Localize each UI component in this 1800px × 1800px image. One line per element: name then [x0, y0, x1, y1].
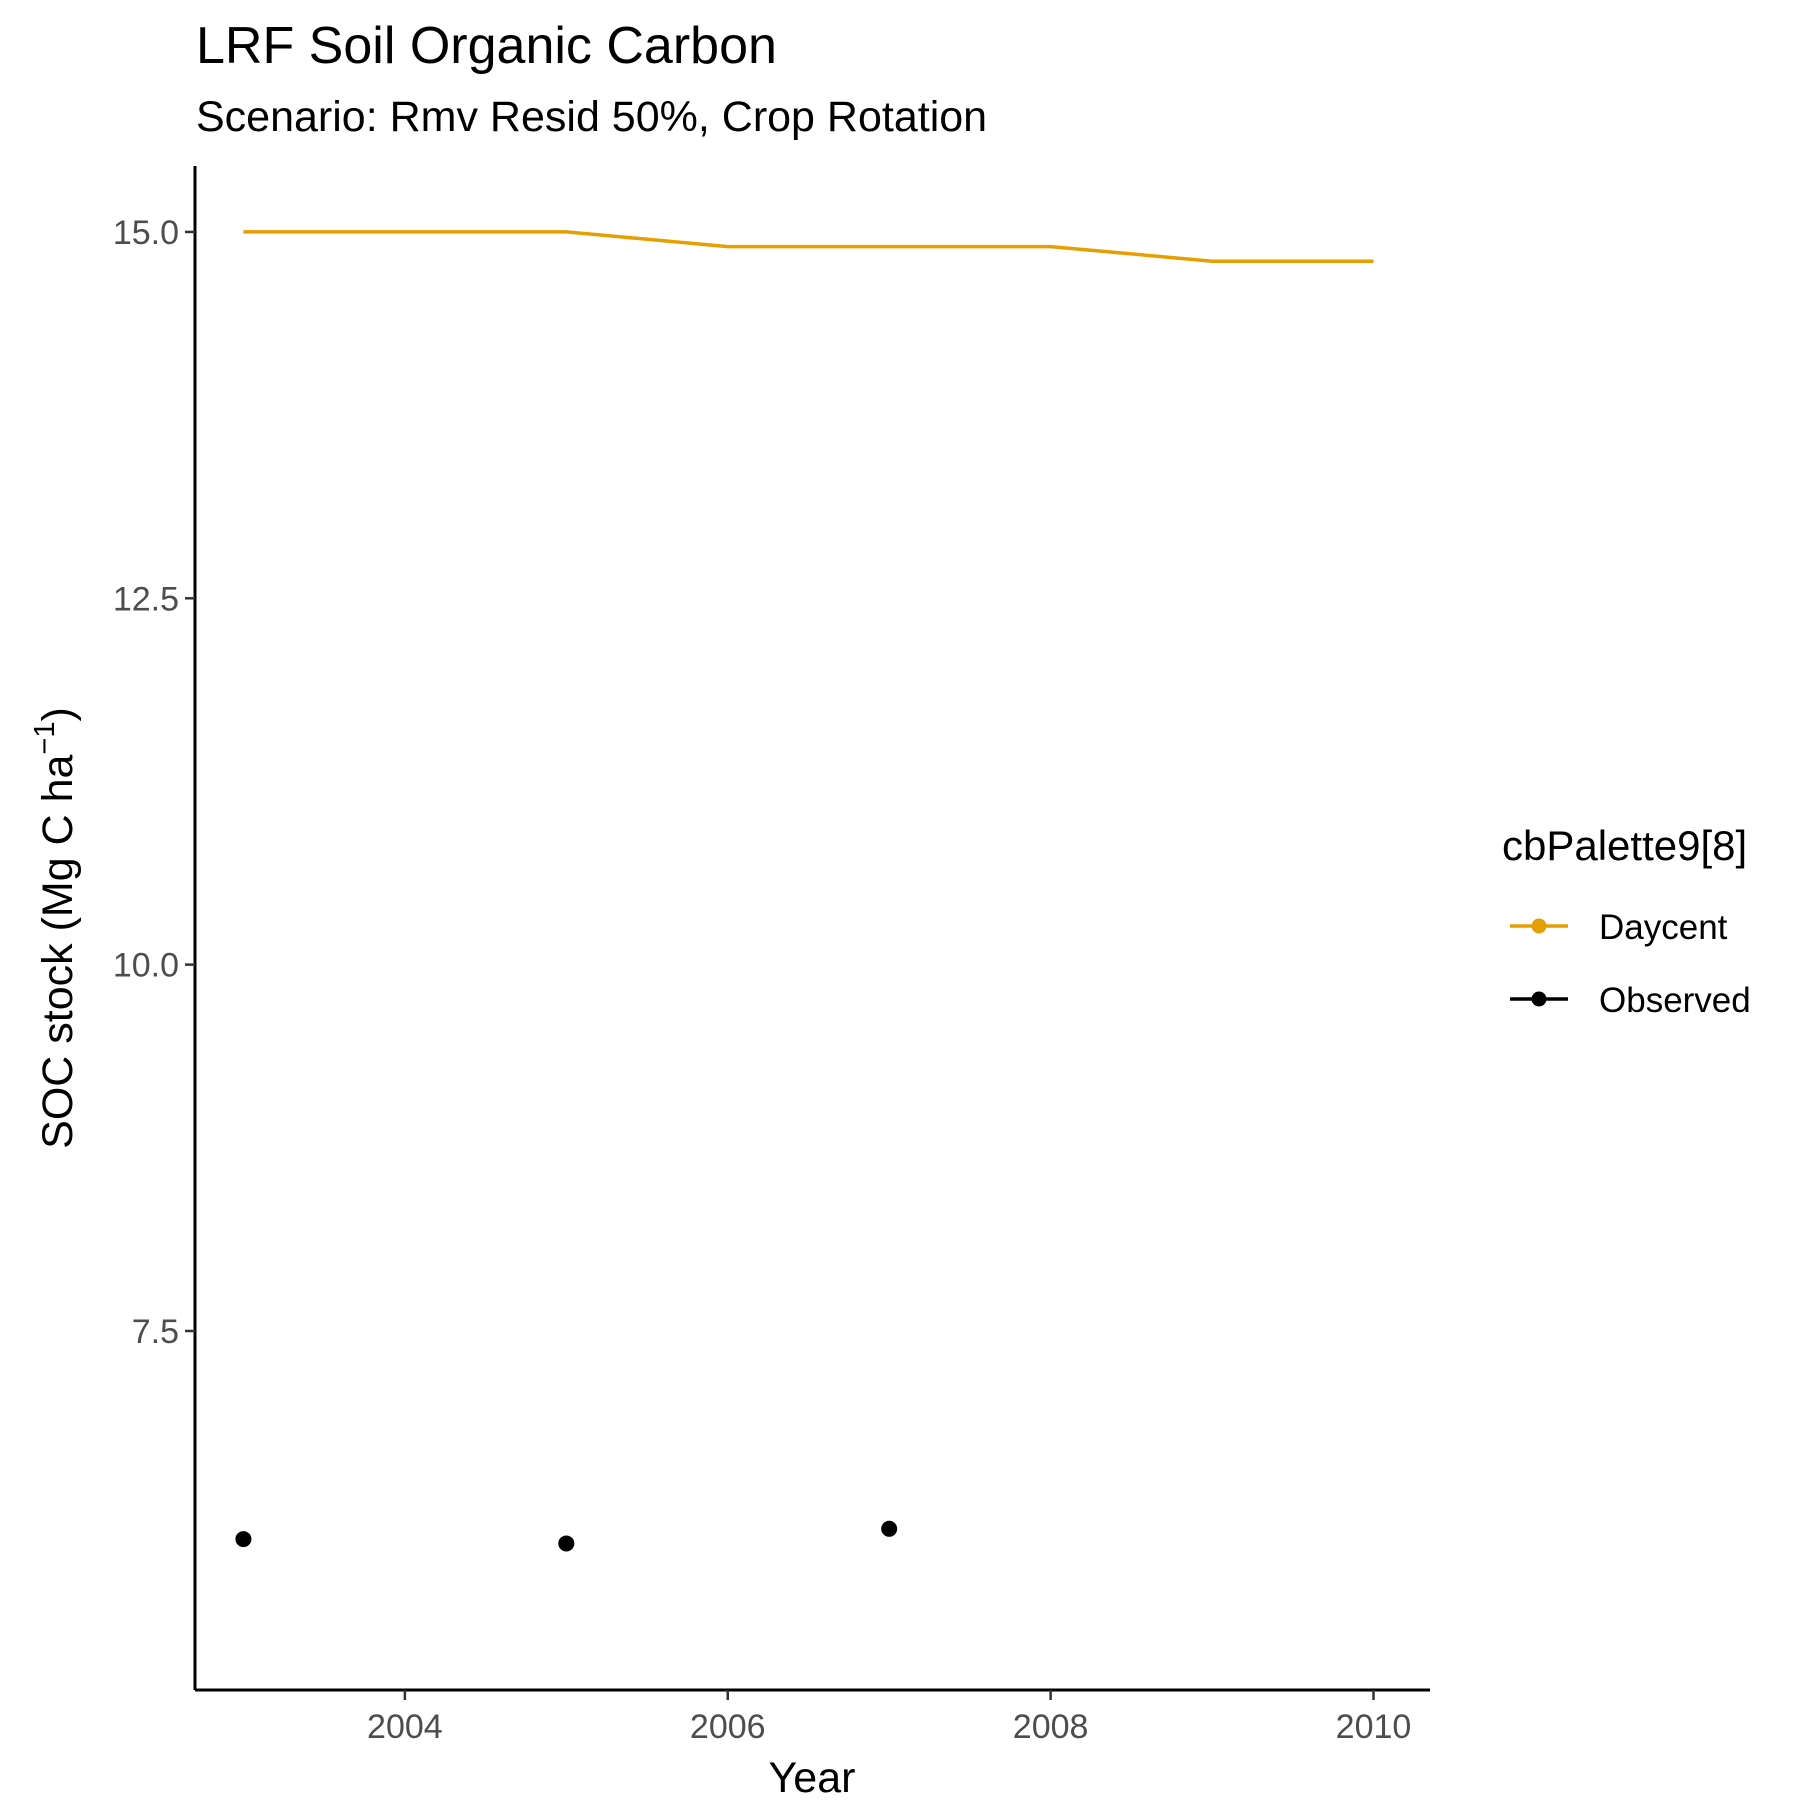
x-axis-title: Year	[769, 1754, 856, 1800]
legend-key-daycent-point	[1531, 918, 1547, 934]
axes	[193, 166, 1430, 1692]
legend: cbPalette9[8] Daycent Observed	[1502, 822, 1751, 1020]
y-axis-title-superscript: −1	[29, 721, 61, 754]
chart-title: LRF Soil Organic Carbon	[196, 17, 777, 75]
x-tick-label: 2008	[1013, 1708, 1089, 1746]
y-axis-title-close: )	[34, 707, 82, 721]
y-axis-title-main: SOC stock (Mg C ha	[34, 754, 82, 1148]
legend-label-observed: Observed	[1599, 981, 1751, 1020]
plot-area	[235, 230, 1374, 1552]
y-tick-label: 15.0	[113, 214, 179, 252]
x-tick-label: 2004	[367, 1708, 443, 1746]
observed-data-point	[881, 1520, 898, 1537]
legend-label-daycent: Daycent	[1599, 908, 1728, 947]
observed-data-point	[235, 1531, 252, 1548]
x-tick-label: 2006	[690, 1708, 766, 1746]
legend-item-daycent: Daycent	[1510, 908, 1728, 947]
chart-subtitle: Scenario: Rmv Resid 50%, Crop Rotation	[196, 93, 988, 141]
legend-item-observed: Observed	[1510, 981, 1751, 1020]
legend-title: cbPalette9[8]	[1502, 822, 1747, 869]
y-tick-label: 10.0	[113, 947, 179, 985]
y-tick-label: 7.5	[132, 1313, 179, 1351]
ticks: 7.5 10.0 12.5 15.0 2004 2006 2008 2010	[113, 214, 1412, 1746]
legend-key-observed-point	[1531, 991, 1547, 1007]
daycent-series-line	[243, 230, 1374, 263]
x-tick-label: 2010	[1336, 1708, 1412, 1746]
observed-data-point	[558, 1535, 575, 1552]
y-axis-title: SOC stock (Mg C ha−1)	[29, 707, 82, 1149]
y-tick-label: 12.5	[113, 580, 179, 618]
